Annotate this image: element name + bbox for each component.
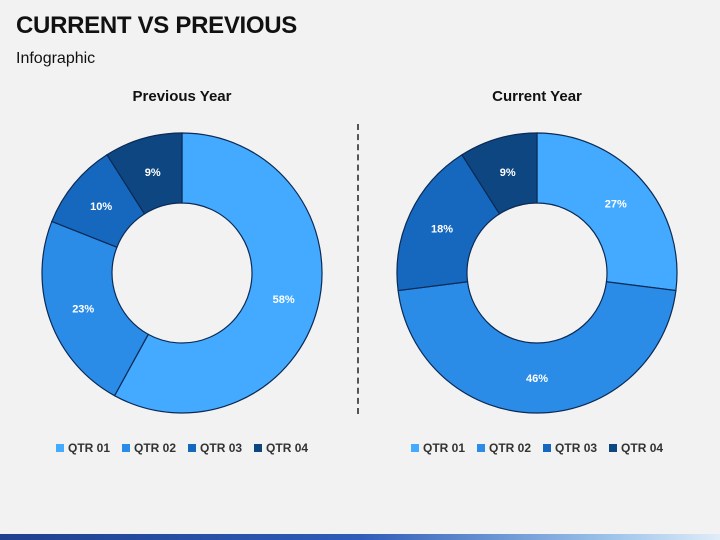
current-year-donut-chart: 27% 46% 18% 9% <box>396 132 678 414</box>
previous-year-chart-title: Previous Year <box>132 88 232 105</box>
legend-label: QTR 04 <box>621 441 664 455</box>
current-year-slice-qtr-02 <box>397 281 677 414</box>
current-year-slice-qtr-01 <box>536 132 678 292</box>
current-year-legend-item-qtr-03: QTR 03 <box>543 441 597 455</box>
previous-year-donut-chart: 58% 23% 10% 9% <box>41 132 323 414</box>
legend-label: QTR 04 <box>266 441 309 455</box>
chart-divider <box>357 124 359 414</box>
footer-accent-bar <box>0 534 720 540</box>
page-title: CURRENT VS PREVIOUS <box>16 12 298 39</box>
previous-year-slice-qtr-02 <box>41 220 150 397</box>
current-year-label-qtr-03: 18% <box>431 223 453 235</box>
legend-label: QTR 02 <box>489 441 532 455</box>
legend-label: QTR 01 <box>68 441 111 455</box>
previous-year-slice-qtr-01 <box>113 132 323 414</box>
current-year-label-qtr-02: 46% <box>526 373 548 385</box>
previous-year-legend-item-qtr-01: QTR 01 <box>56 441 110 455</box>
previous-year-legend-item-qtr-02: QTR 02 <box>122 441 176 455</box>
legend-label: QTR 02 <box>134 441 177 455</box>
current-year-slice-qtr-04 <box>461 132 538 215</box>
legend-label: QTR 03 <box>555 441 598 455</box>
previous-year-slice-qtr-04 <box>106 132 183 215</box>
legend-swatch <box>477 444 486 452</box>
legend-swatch <box>56 444 64 452</box>
page-subtitle: Infographic <box>16 50 96 67</box>
previous-year-label-qtr-01: 58% <box>273 294 295 306</box>
legend-swatch <box>188 444 197 452</box>
legend-label: QTR 01 <box>423 441 466 455</box>
current-year-label-qtr-01: 27% <box>605 199 627 211</box>
previous-year-legend-item-qtr-04: QTR 04 <box>254 441 308 455</box>
legend-swatch <box>543 444 552 452</box>
previous-year-legend: QTR 01 QTR 02 QTR 03 QTR 04 <box>56 441 308 455</box>
previous-year-label-qtr-03: 10% <box>90 201 112 213</box>
legend-swatch <box>254 444 263 452</box>
current-year-chart-title: Current Year <box>492 88 582 105</box>
current-year-slice-qtr-03 <box>396 153 501 292</box>
previous-year-label-qtr-02: 23% <box>72 304 94 316</box>
legend-label: QTR 03 <box>200 441 243 455</box>
current-year-label-qtr-04: 9% <box>500 167 516 179</box>
current-year-legend: QTR 01 QTR 02 QTR 03 QTR 04 <box>411 441 663 455</box>
legend-swatch <box>122 444 131 452</box>
legend-swatch <box>411 444 419 452</box>
current-year-legend-item-qtr-01: QTR 01 <box>411 441 465 455</box>
legend-swatch <box>609 444 618 452</box>
previous-year-label-qtr-04: 9% <box>145 167 161 179</box>
previous-year-legend-item-qtr-03: QTR 03 <box>188 441 242 455</box>
current-year-legend-item-qtr-04: QTR 04 <box>609 441 663 455</box>
current-year-legend-item-qtr-02: QTR 02 <box>477 441 531 455</box>
